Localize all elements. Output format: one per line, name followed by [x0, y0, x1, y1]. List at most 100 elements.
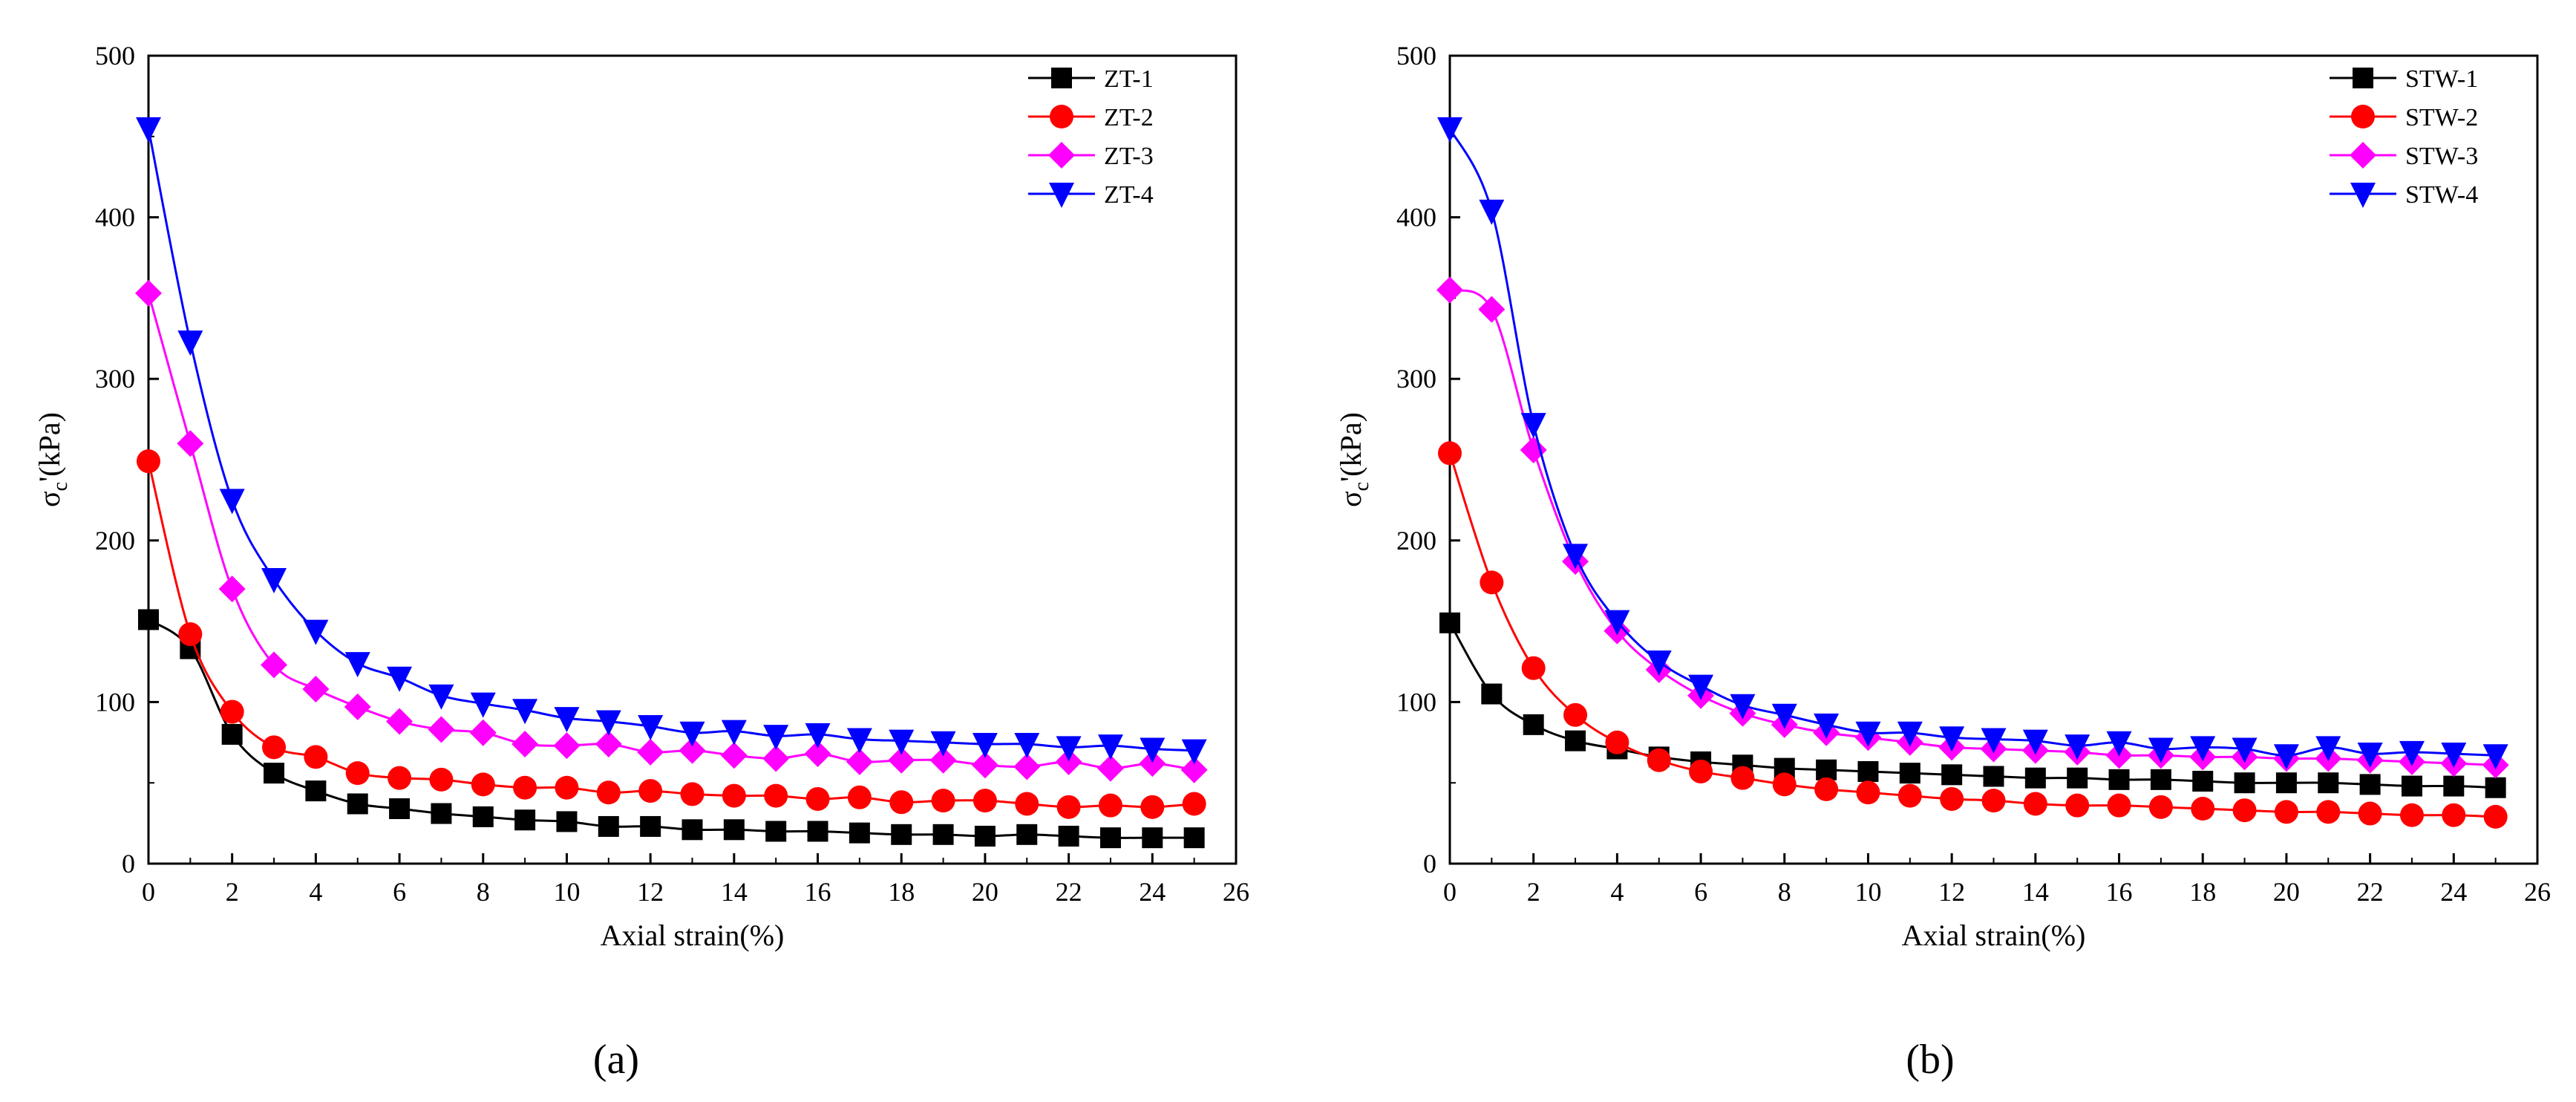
series-stw-2 — [1438, 441, 2508, 829]
data-point — [2483, 804, 2508, 829]
data-point — [1814, 777, 1839, 801]
series-line — [1449, 289, 2496, 766]
data-point — [303, 619, 329, 645]
data-point — [2065, 793, 2090, 818]
y-axis-title-symbol: σ — [33, 491, 66, 507]
data-point — [846, 748, 873, 775]
data-point — [2399, 803, 2424, 827]
data-point — [1899, 763, 1920, 784]
x-tick-label: 0 — [1443, 877, 1457, 907]
legend-marker — [1049, 183, 1074, 208]
data-point — [302, 675, 330, 702]
data-point — [2106, 731, 2132, 757]
data-point — [137, 449, 160, 474]
data-point — [177, 430, 204, 457]
data-point — [1730, 766, 1755, 790]
data-point — [2108, 769, 2130, 790]
data-point — [932, 824, 954, 845]
data-point — [1014, 732, 1040, 758]
data-point — [389, 798, 411, 820]
data-point — [596, 780, 621, 805]
data-point — [429, 767, 454, 792]
x-tick-label: 10 — [1854, 877, 1881, 907]
data-point — [1099, 827, 1121, 849]
chart-panel-b: 0 2 4 6 8 10 12 14 16 18 20 22 24 260100200300400500A… — [1334, 41, 2551, 1083]
data-point — [1098, 793, 1122, 818]
series-line — [147, 293, 1194, 772]
data-point — [640, 815, 661, 837]
x-tick-label: 8 — [1778, 877, 1791, 907]
data-point — [1771, 703, 1797, 729]
legend-label: STW-2 — [2405, 104, 2478, 131]
data-point — [2273, 744, 2299, 770]
data-point — [1897, 783, 1922, 808]
data-point — [2234, 772, 2255, 794]
data-point — [553, 732, 581, 760]
data-point — [514, 809, 536, 831]
x-tick-label: 0 — [142, 877, 155, 907]
data-point — [261, 651, 288, 679]
x-tick-label: 24 — [1139, 877, 1166, 907]
data-point — [1139, 750, 1166, 777]
data-point — [723, 819, 745, 841]
data-point — [2022, 729, 2048, 755]
data-point — [2190, 736, 2216, 762]
data-point — [1056, 795, 1081, 819]
data-point — [2401, 775, 2422, 797]
legend-marker — [2350, 142, 2376, 169]
series-zt-1 — [138, 609, 1205, 849]
data-point — [2399, 740, 2425, 766]
series-zt-3 — [135, 279, 1208, 783]
data-point — [2441, 743, 2467, 769]
y-axis-title: σc'(kPa) — [33, 412, 72, 507]
data-point — [763, 725, 789, 751]
legend-label: ZT-2 — [1104, 104, 1154, 131]
data-point — [1983, 766, 2004, 787]
data-point — [2359, 774, 2381, 795]
data-point — [1056, 736, 1082, 762]
data-point — [472, 806, 494, 827]
legend: STW-1 STW-2 STW-3 STW-4 — [2330, 65, 2478, 209]
x-tick-label: 12 — [1938, 877, 1965, 907]
y-axis-title-subscript: c — [49, 482, 72, 491]
series-line — [1448, 622, 2496, 789]
data-point — [1140, 737, 1166, 763]
data-point — [598, 815, 619, 837]
data-point — [136, 117, 161, 143]
data-point — [804, 740, 831, 768]
data-point — [1939, 726, 1965, 752]
series-stw-1 — [1439, 612, 2506, 798]
data-point — [1520, 436, 1547, 463]
data-point — [220, 700, 244, 724]
x-tick-label: 26 — [1223, 877, 1249, 907]
y-axis-title-symbol: σ — [1334, 491, 1367, 507]
series-line — [147, 128, 1194, 752]
data-point — [764, 783, 788, 808]
data-point — [1941, 764, 1963, 786]
data-point — [512, 699, 538, 725]
data-point — [1688, 674, 1714, 700]
series-line — [1448, 452, 2496, 818]
data-point — [721, 720, 747, 746]
data-point — [387, 666, 413, 692]
data-point — [679, 721, 705, 747]
data-point — [1142, 827, 1163, 849]
data-point — [1058, 826, 1079, 847]
data-point — [1772, 772, 1797, 797]
data-point — [511, 730, 539, 757]
y-tick-label: 100 — [95, 687, 135, 717]
data-point — [2150, 769, 2171, 790]
data-point — [805, 723, 831, 749]
data-point — [1015, 792, 1039, 816]
x-tick-label: 2 — [226, 877, 239, 907]
x-tick-label: 20 — [972, 877, 998, 907]
x-tick-label: 6 — [1694, 877, 1707, 907]
x-tick-label: 26 — [2524, 877, 2551, 907]
data-point — [1097, 734, 1123, 760]
legend: ZT-1 ZT-2 ZT-3 ZT-4 — [1028, 65, 1154, 209]
data-point — [1055, 748, 1082, 775]
data-point — [1981, 789, 2006, 813]
data-point — [2315, 736, 2341, 762]
data-point — [555, 775, 579, 800]
x-tick-label: 4 — [309, 877, 322, 907]
